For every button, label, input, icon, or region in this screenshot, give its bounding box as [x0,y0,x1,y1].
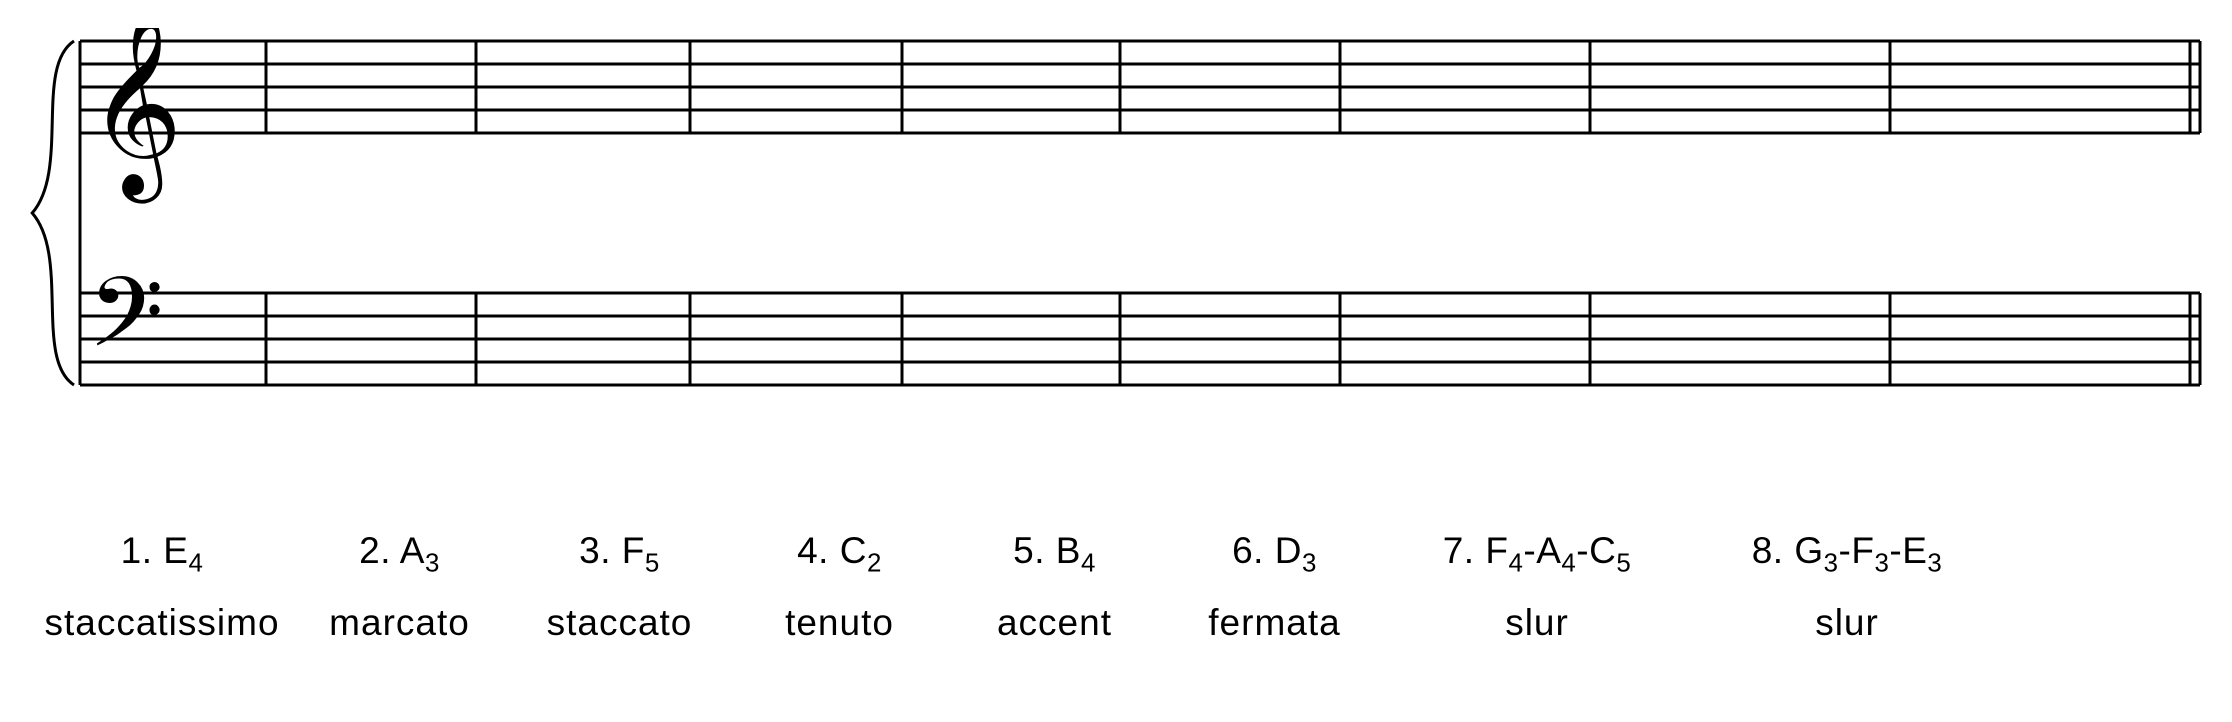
svg-text:𝄞: 𝄞 [88,28,183,204]
exercise-note-label: 2. A3 [359,530,440,578]
exercise-label-4: 4. C2 tenuto [732,530,947,644]
exercise-articulation-label: staccato [547,602,693,644]
exercise-note-label: 8. G3-F3-E3 [1752,530,1943,578]
exercise-note-label: 6. D3 [1232,530,1317,578]
exercise-label-8: 8. G3-F3-E3 slur [1687,530,2007,644]
exercise-label-3: 3. F5 staccato [507,530,732,644]
exercise-articulation-label: tenuto [785,602,894,644]
exercise-articulation-label: marcato [329,602,470,644]
exercise-note-label: 4. C2 [797,530,882,578]
exercise-articulation-label: slur [1505,602,1569,644]
exercise-note-label: 1. E4 [121,530,204,578]
exercise-articulation-label: fermata [1208,602,1340,644]
exercise-articulation-label: slur [1815,602,1879,644]
svg-text:𝄢: 𝄢 [88,260,164,391]
grand-staff: 𝄞𝄢 [30,28,2202,428]
exercise-articulation-label: staccatissimo [44,602,279,644]
exercise-label-7: 7. F4-A4-C5 slur [1387,530,1687,644]
exercise-articulation-label: accent [997,602,1112,644]
exercise-label-2: 2. A3 marcato [292,530,507,644]
exercise-label-1: 1. E4 staccatissimo [32,530,292,644]
exercise-note-label: 7. F4-A4-C5 [1443,530,1632,578]
exercise-note-label: 5. B4 [1013,530,1096,578]
staff-svg: 𝄞𝄢 [30,28,2202,428]
exercise-label-5: 5. B4 accent [947,530,1162,644]
exercise-note-label: 3. F5 [579,530,660,578]
exercise-label-6: 6. D3 fermata [1162,530,1387,644]
